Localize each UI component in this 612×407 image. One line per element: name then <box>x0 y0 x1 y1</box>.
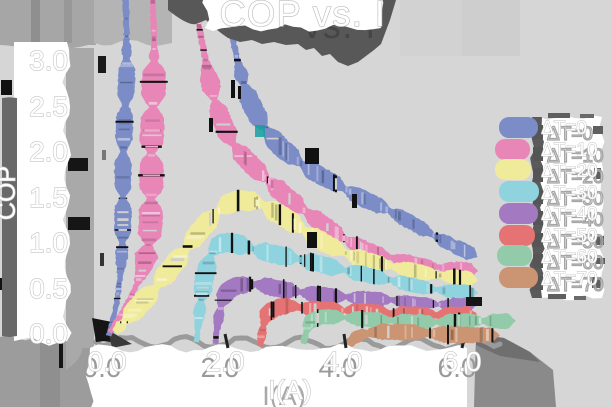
svg-text:ΔT=30: ΔT=30 <box>547 189 604 210</box>
svg-text:ΔT=0: ΔT=0 <box>547 124 593 145</box>
svg-text:0.0: 0.0 <box>83 352 122 383</box>
svg-text:0.5: 0.5 <box>29 273 68 304</box>
svg-text:2.0: 2.0 <box>206 346 245 377</box>
svg-text:4.0: 4.0 <box>319 352 358 383</box>
svg-text:ΔT=40: ΔT=40 <box>541 204 598 225</box>
svg-text:ΔT=10: ΔT=10 <box>547 146 604 167</box>
svg-text:ΔT=50: ΔT=50 <box>547 232 604 253</box>
svg-text:4.0: 4.0 <box>324 346 363 377</box>
svg-text:ΔT=50: ΔT=50 <box>541 226 598 247</box>
svg-text:6.0: 6.0 <box>443 346 482 377</box>
svg-text:2.5: 2.5 <box>29 91 68 122</box>
svg-text:ΔT=20: ΔT=20 <box>547 167 604 188</box>
svg-text:ΔT=60: ΔT=60 <box>541 247 598 268</box>
svg-text:ΔT=40: ΔT=40 <box>547 210 604 231</box>
svg-text:2.0: 2.0 <box>201 352 240 383</box>
svg-text:COP vs. I: COP vs. I <box>220 0 387 34</box>
svg-text:3.0: 3.0 <box>29 45 68 76</box>
svg-text:ΔT=70: ΔT=70 <box>541 269 598 290</box>
svg-text:1.0: 1.0 <box>29 227 68 258</box>
svg-text:ΔT=0: ΔT=0 <box>541 118 587 139</box>
svg-text:ΔT=60: ΔT=60 <box>547 253 604 274</box>
svg-text:ΔT=10: ΔT=10 <box>541 140 598 161</box>
svg-text:1.5: 1.5 <box>29 182 68 213</box>
svg-text:ΔT=30: ΔT=30 <box>541 183 598 204</box>
svg-text:ΔT=20: ΔT=20 <box>541 161 598 182</box>
svg-text:I(A): I(A) <box>268 375 312 405</box>
svg-text:ΔT=70: ΔT=70 <box>547 275 604 296</box>
svg-text:2.0: 2.0 <box>29 136 68 167</box>
svg-text:COP: COP <box>0 166 21 220</box>
svg-text:I(A): I(A) <box>262 381 306 407</box>
svg-text:6.0: 6.0 <box>438 352 477 383</box>
svg-text:0.0: 0.0 <box>29 318 68 349</box>
svg-text:0.0: 0.0 <box>88 346 127 377</box>
